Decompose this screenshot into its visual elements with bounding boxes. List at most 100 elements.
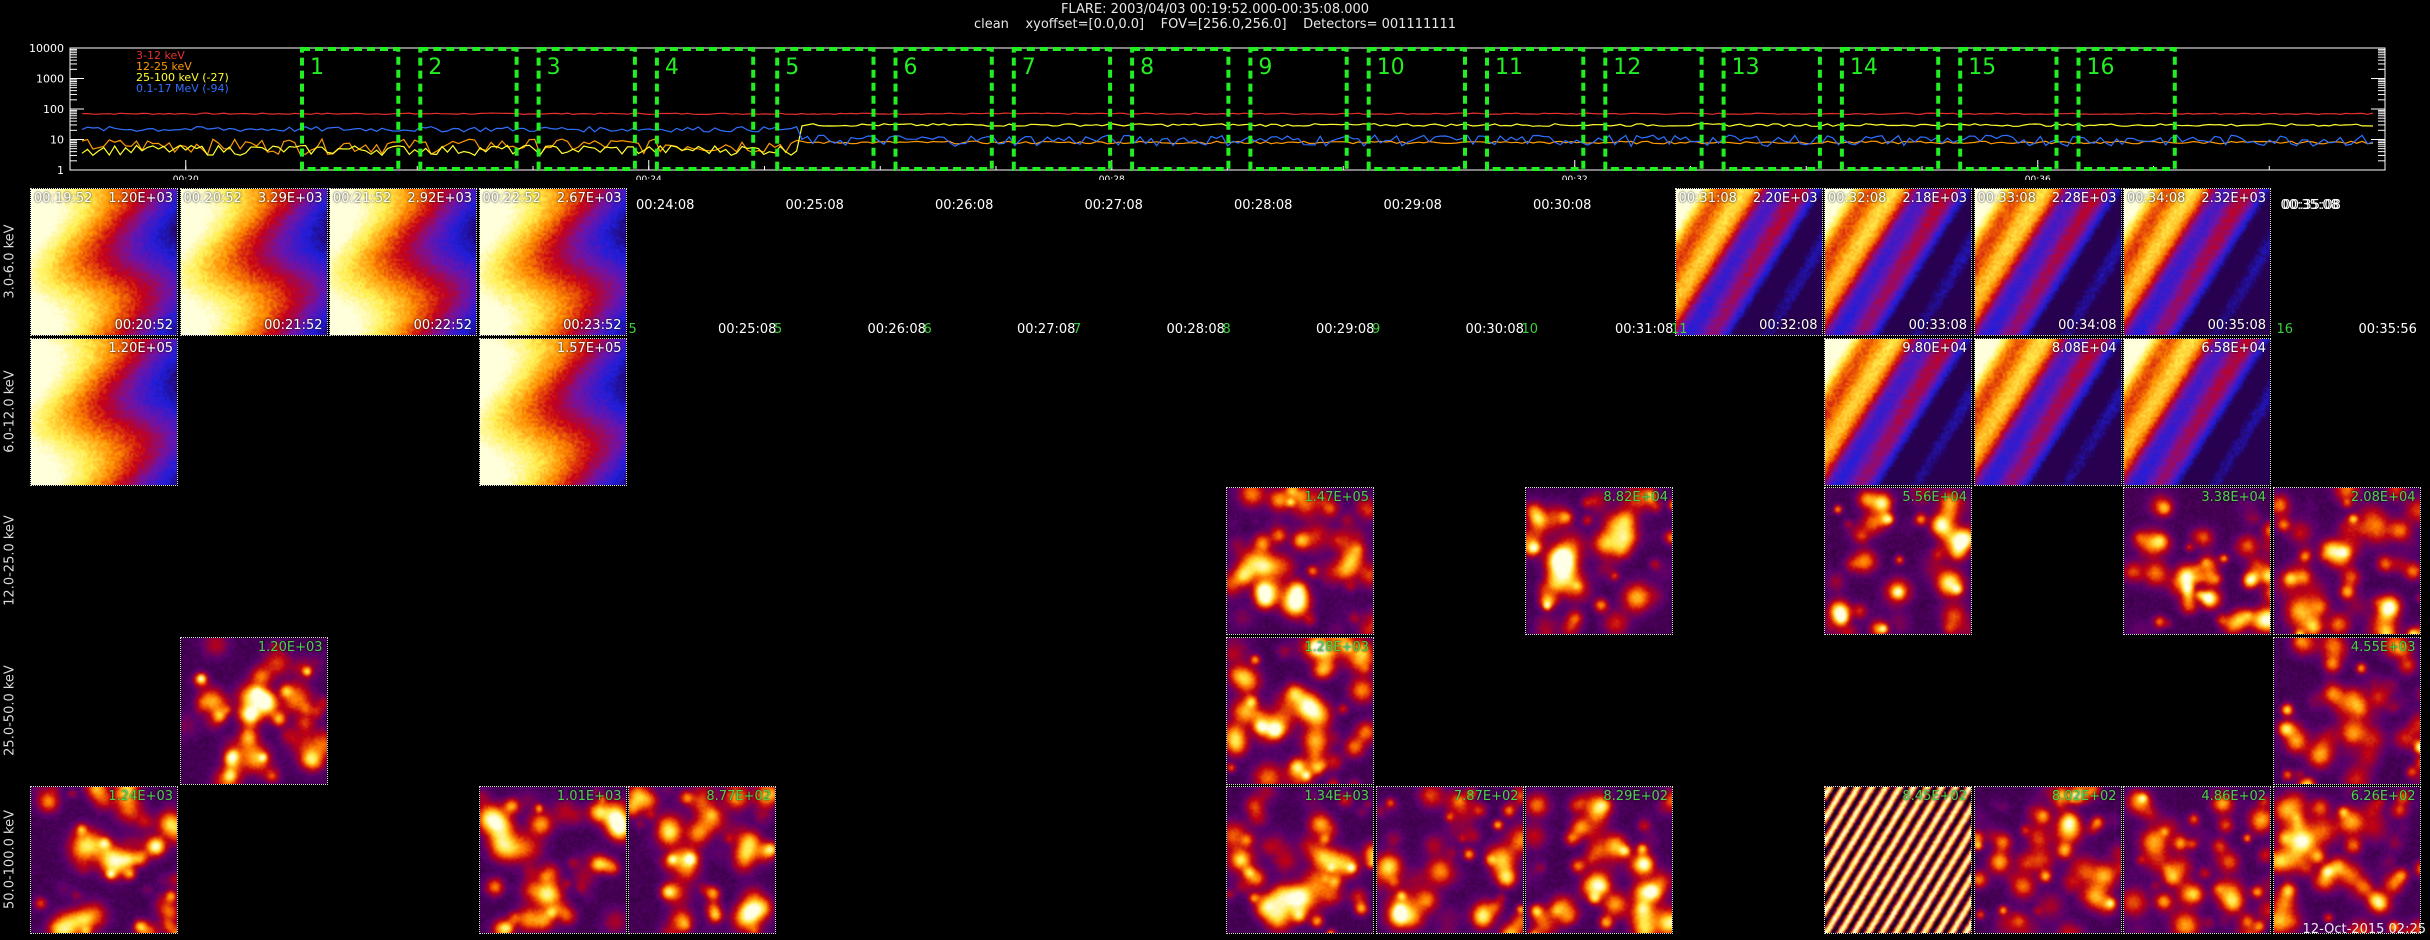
interval-box <box>1721 47 1822 171</box>
interval-label: 4 <box>665 55 679 80</box>
heatmap-image <box>180 189 327 335</box>
energy-band-label: 3.0-6.0 keV <box>2 224 18 299</box>
image-end-time: 00:35:08 <box>2207 318 2266 333</box>
image-cell: 1.01E+03 <box>478 786 627 934</box>
x-tick-label: 00:20 <box>173 175 199 180</box>
interval-label: 12 <box>1613 55 1641 80</box>
interval-number: 10 <box>1521 322 1539 337</box>
image-cell: 4.55E+03 <box>2272 636 2421 785</box>
time-label: 00:24:08 <box>636 198 695 213</box>
time-label: 00:26:08 <box>935 198 994 213</box>
energy-band-label: 6.0-12.0 keV <box>2 369 18 453</box>
interval-box <box>1839 47 1941 171</box>
y-tick-label: 100 <box>43 103 64 116</box>
image-end-time: 00:23:52 <box>563 318 622 333</box>
interval-box <box>775 47 876 171</box>
image-cell: 1.20E+05 <box>30 337 178 486</box>
interval-box <box>536 47 637 171</box>
interval-number: 16 <box>2276 322 2294 337</box>
time-label: 00:31:08 <box>1615 322 1674 337</box>
heatmap-image <box>2124 189 2270 335</box>
interval-label: 9 <box>1258 55 1272 80</box>
image-cell: 1.20E+03 <box>179 636 328 785</box>
time-label: 00:35:08 <box>2282 198 2341 213</box>
time-label: 00:29:08 <box>1316 322 1375 337</box>
interval-label: 5 <box>785 55 799 80</box>
time-label: 00:29:08 <box>1383 198 1442 213</box>
x-tick-label: 00:24 <box>636 175 662 180</box>
image-cell: 2.32E+03 00:34:08 00:35:08 <box>2123 188 2271 336</box>
interval-box <box>1130 47 1231 171</box>
interval-label: 15 <box>1968 55 1996 80</box>
image-max-label: 4.55E+03 <box>2350 639 2416 655</box>
interval-box <box>1958 47 2059 171</box>
image-cell: 2.20E+03 00:31:08 00:32:08 <box>1674 188 1823 336</box>
image-start-time: 00:33:08 <box>1977 191 2036 206</box>
energy-band-label: 25.0-50.0 keV <box>2 664 18 756</box>
heatmap-image <box>31 338 177 485</box>
time-label: 00:25:08 <box>718 322 777 337</box>
image-end-time: 00:32:08 <box>1759 318 1818 333</box>
timestamp: 12-Oct-2015 02:25 <box>2302 922 2426 937</box>
lightcurve-plot: 10000 1000 100 10 1 00:20 00:24 00:28 00:32 00:36… <box>29 42 2386 180</box>
heatmap-image <box>1227 488 1373 634</box>
image-cell: 2.08E+04 <box>2272 487 2421 635</box>
time-label: 00:27:08 <box>1084 198 1143 213</box>
y-tick-label: 10000 <box>29 42 64 55</box>
heatmap-image <box>1227 637 1373 784</box>
time-label: 00:28:08 <box>1234 198 1293 213</box>
image-cell: 8.77E+02 <box>628 786 776 934</box>
interval-label: 3 <box>547 55 561 80</box>
heatmap-image <box>2273 488 2420 634</box>
image-cell: 1.24E+03 <box>30 786 178 934</box>
interval-label: 8 <box>1140 55 1154 80</box>
image-start-time: 00:34:08 <box>2127 191 2186 206</box>
lightcurve-series <box>81 137 2374 156</box>
image-cell: 2.28E+03 00:33:08 00:34:08 <box>1973 188 2122 336</box>
interval-label: 14 <box>1850 55 1878 80</box>
image-start-time: 00:31:08 <box>1678 191 1737 206</box>
image-end-time: 00:34:08 <box>2058 318 2117 333</box>
image-max-label: 1.01E+03 <box>556 789 622 804</box>
interval-number: 8 <box>1222 322 1231 337</box>
image-cell: 5.56E+04 <box>1824 487 1972 635</box>
heatmap-image <box>1376 787 1523 933</box>
interval-box <box>300 47 401 171</box>
legend-entry: 12-25 keV <box>136 60 192 73</box>
heatmap-image <box>1825 488 1971 634</box>
flare-title: FLARE: 2003/04/03 00:19:52.000-00:35:08.… <box>1060 2 1370 17</box>
interval-label: 16 <box>2087 55 2115 80</box>
heatmap-image <box>31 189 177 335</box>
y-tick-label: 10 <box>50 134 64 147</box>
image-start-time: 00:20:52 <box>183 191 242 206</box>
interval-box <box>1603 47 1704 171</box>
image-max-label: 2.32E+03 <box>2201 191 2266 206</box>
image-max-label: 1.47E+05 <box>1304 490 1369 505</box>
image-max-label: 2.20E+03 <box>1752 191 1818 206</box>
image-cell: 9.80E+04 <box>1824 337 1972 486</box>
image-cell: 3.29E+03 00:20:52 00:21:52 <box>179 188 328 336</box>
image-cell: 6.26E+02 <box>2272 786 2421 934</box>
y-tick-label: 1 <box>57 164 64 177</box>
heatmap-image <box>2124 488 2270 634</box>
interval-box <box>1485 47 1586 171</box>
image-start-time: 00:21:52 <box>333 191 392 206</box>
image-max-label: 2.28E+03 <box>2051 191 2117 206</box>
heatmap-image <box>1526 787 1672 933</box>
chart-title: FLARE: 2003/04/03 00:19:52.000-00:35:08.… <box>0 2 2430 32</box>
image-max-label: 9.80E+04 <box>1902 340 1967 356</box>
interval-label: 10 <box>1377 55 1405 80</box>
interval-number: 9 <box>1372 322 1381 337</box>
image-cell: 1.28E+03 <box>1226 636 1374 785</box>
y-tick-label: 1000 <box>36 73 64 86</box>
image-max-label: 8.77E+02 <box>706 789 771 804</box>
image-max-label: 7.87E+02 <box>1453 789 1519 804</box>
image-max-label: 8.02E+02 <box>2051 789 2117 804</box>
image-cell: 2.92E+03 00:21:52 00:22:52 <box>329 188 477 336</box>
image-max-label: 1.28E+03 <box>1304 639 1369 655</box>
interval-label: 2 <box>428 55 442 80</box>
time-label: 00:35:56 <box>2358 322 2417 337</box>
interval-label: 7 <box>1022 55 1036 80</box>
image-max-label: 8.08E+04 <box>2051 340 2117 356</box>
heatmap-image <box>479 787 626 933</box>
